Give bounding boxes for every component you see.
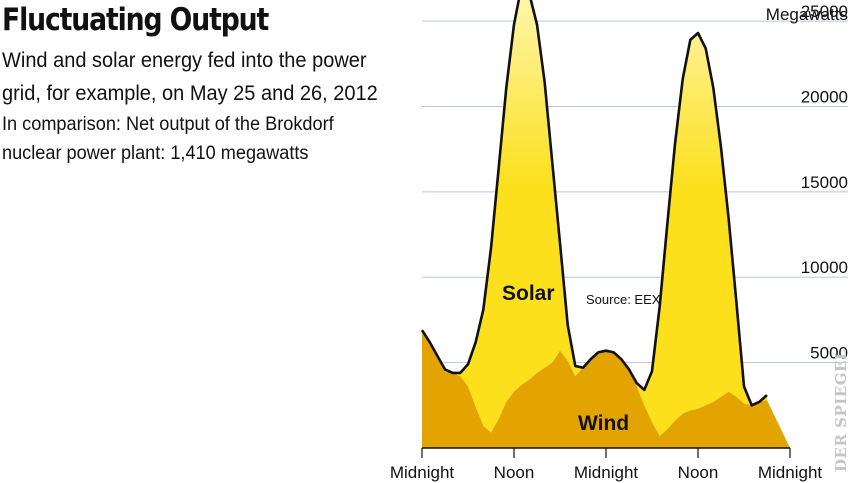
x-axis: Midnight Noon Midnight Noon Midnight (390, 448, 823, 482)
subtitle-line-2: grid, for example, on May 25 and 26, 201… (2, 81, 378, 105)
solar-series-label: Solar (502, 282, 555, 305)
subtitle-line-1: Wind and solar energy fed into the power (2, 48, 367, 72)
comparison-line-2: nuclear power plant: 1,410 megawatts (2, 142, 309, 164)
chart-subtitle: Wind and solar energy fed into the power… (2, 44, 378, 110)
x-tick-label: Midnight (390, 463, 455, 482)
x-tick-label: Midnight (574, 463, 639, 482)
total-output-line (420, 0, 768, 407)
y-tick-label: 25000 (801, 2, 848, 21)
y-tick-label: 5000 (810, 344, 848, 363)
y-axis: 5000 10000 15000 20000 25000 (801, 2, 848, 363)
x-tick-label: Noon (494, 463, 535, 482)
chart-title: Fluctuating Output (2, 2, 269, 38)
x-tick-label: Midnight (758, 463, 823, 482)
wind-series-label: Wind (578, 412, 629, 435)
y-tick-label: 15000 (801, 173, 848, 192)
y-tick-label: 10000 (801, 258, 848, 277)
wind-area (422, 330, 790, 448)
spiegel-watermark: DER SPIEGEL (832, 349, 850, 472)
source-note: Source: EEX (586, 292, 661, 307)
x-tick-label: Noon (678, 463, 719, 482)
comparison-note: In comparison: Net output of the Brokdor… (2, 110, 334, 168)
y-tick-label: 20000 (801, 87, 848, 106)
comparison-line-1: In comparison: Net output of the Brokdor… (2, 113, 334, 135)
y-axis-unit-label: Megawatts (766, 5, 848, 24)
solar-area (422, 0, 767, 436)
